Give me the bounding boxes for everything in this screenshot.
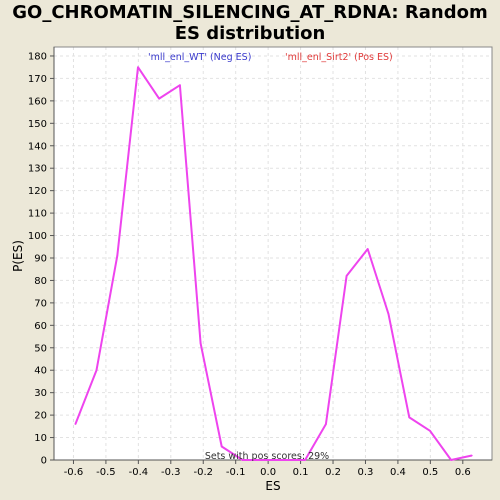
data-point	[471, 454, 473, 457]
x-tick-label: -0.6	[64, 467, 84, 478]
x-tick-label: -0.1	[226, 467, 246, 478]
plot-area	[54, 47, 492, 460]
data-point	[283, 459, 285, 461]
data-point	[429, 430, 431, 432]
y-tick-label: 50	[34, 343, 47, 354]
y-tick-label: 160	[28, 96, 47, 107]
x-tick-label: 0.2	[325, 467, 341, 478]
x-tick-label: -0.3	[161, 467, 181, 478]
y-tick-label: 0	[41, 456, 47, 467]
y-tick-label: 60	[34, 321, 47, 332]
data-point	[241, 459, 244, 461]
y-tick-label: 70	[34, 298, 47, 309]
y-tick-label: 80	[34, 276, 47, 287]
data-point	[116, 254, 119, 257]
data-point	[345, 275, 348, 277]
y-tick-label: 20	[34, 411, 47, 422]
data-point	[450, 459, 452, 461]
x-tick-label: 0.3	[358, 467, 374, 478]
y-tick-label: 100	[28, 231, 47, 242]
chart-title-line-1: GO_CHROMATIN_SILENCING_AT_RDNA: Random	[12, 2, 488, 23]
data-point	[220, 445, 223, 448]
data-point	[408, 416, 411, 419]
data-point	[304, 459, 306, 461]
chart-title-line-2: ES distribution	[174, 23, 326, 44]
data-point	[366, 248, 369, 250]
y-tick-label: 90	[34, 253, 47, 264]
y-tick-label: 170	[28, 74, 47, 85]
data-point	[95, 369, 98, 372]
data-point	[74, 423, 77, 425]
data-point	[179, 84, 181, 86]
series-group	[74, 66, 473, 461]
series-line	[74, 66, 473, 461]
x-tick-label: 0.1	[293, 467, 309, 478]
data-point	[325, 423, 327, 425]
y-tick-label: 120	[28, 186, 47, 197]
chart-title: GO_CHROMATIN_SILENCING_AT_RDNA: Random E…	[0, 2, 500, 44]
y-tick-label: 140	[28, 141, 47, 152]
x-axis-title: ES	[265, 479, 280, 493]
data-point	[262, 459, 265, 461]
x-tick-label: 0.6	[455, 467, 471, 478]
tick-marks-and-labels: 0 10 20 30 40 50 60 70 80 90 100 110 120 130 140 150 160…	[28, 51, 471, 478]
data-point	[158, 97, 160, 100]
y-tick-label: 150	[28, 119, 47, 130]
x-tick-label: -0.4	[129, 467, 149, 478]
y-tick-label: 110	[28, 209, 47, 220]
y-tick-label: 30	[34, 388, 47, 399]
data-point	[137, 66, 139, 69]
legend-neg-es: 'mll_enl_WT' (Neg ES)	[148, 52, 251, 63]
x-tick-label: -0.5	[96, 467, 116, 478]
pos-scores-annotation: Sets with pos scores: 29%	[205, 451, 329, 462]
y-tick-label: 10	[34, 433, 47, 444]
x-tick-label: 0.5	[422, 467, 438, 478]
grid-lines	[54, 47, 492, 461]
data-point	[199, 342, 202, 345]
y-tick-label: 40	[34, 366, 47, 377]
x-tick-label: 0.0	[260, 467, 276, 478]
legend-pos-es: 'mll_enl_Sirt2' (Pos ES)	[285, 52, 393, 63]
x-tick-label: 0.4	[390, 467, 406, 478]
data-point	[387, 313, 390, 315]
y-tick-label: 130	[28, 164, 47, 175]
x-tick-label: -0.2	[193, 467, 213, 478]
y-axis-title: P(ES)	[11, 240, 25, 272]
y-tick-label: 180	[28, 51, 47, 62]
